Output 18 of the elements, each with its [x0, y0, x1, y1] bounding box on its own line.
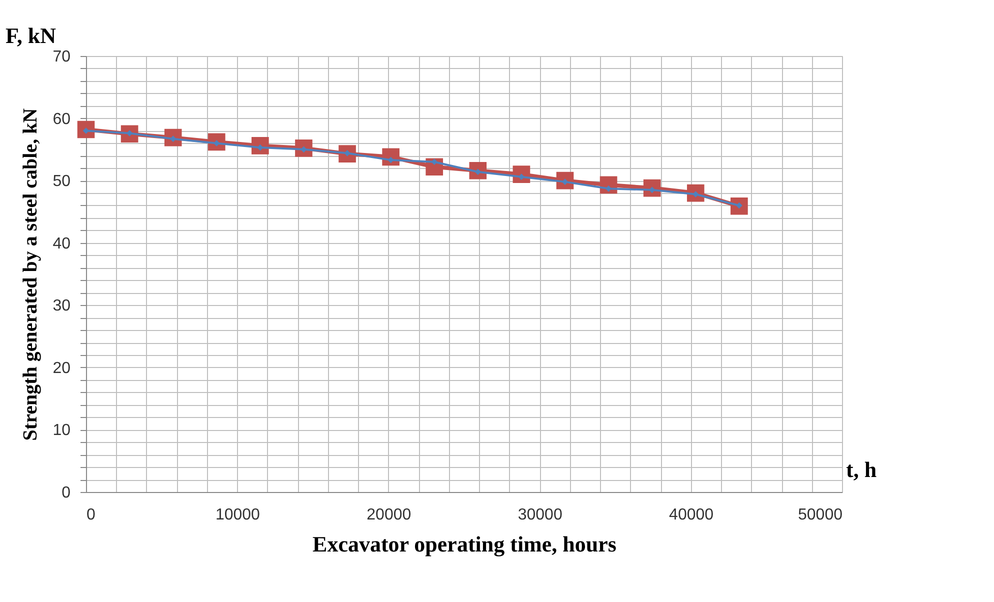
- y-tick-label: 10: [52, 422, 71, 440]
- x-tick-label: 0: [86, 506, 96, 524]
- y-tick-label: 60: [52, 110, 71, 128]
- y-tick-label: 70: [52, 48, 71, 66]
- x-tick-label: 10000: [215, 506, 260, 524]
- y-tick-label: 50: [52, 173, 71, 190]
- x-tick-label: 30000: [518, 506, 562, 524]
- y-tick-label: 20: [52, 360, 71, 377]
- y-tick-label: 0: [62, 484, 71, 502]
- y-tick-label: 40: [52, 235, 71, 252]
- y-tick-label: 30: [52, 298, 71, 315]
- x-tick-label: 40000: [669, 506, 714, 524]
- x-axis-title: Excavator operating time, hours: [312, 532, 617, 556]
- y-axis-title: Strength generated by a steel cable, kN: [20, 108, 42, 441]
- x-tick-label: 20000: [366, 506, 412, 524]
- x-tick-label: 50000: [798, 506, 843, 524]
- text: F, kN: [5, 23, 56, 48]
- text: t, h: [846, 457, 877, 482]
